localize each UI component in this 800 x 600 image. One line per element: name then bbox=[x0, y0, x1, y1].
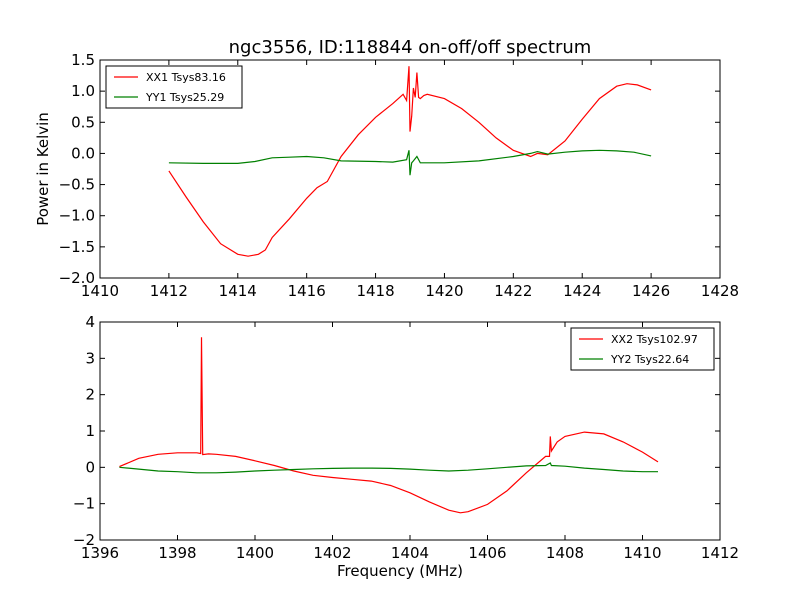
x-tick-label: 1406 bbox=[468, 544, 506, 562]
x-tick-label: 1428 bbox=[701, 282, 739, 300]
x-tick-label: 1410 bbox=[81, 282, 119, 300]
x-axis-label: Frequency (MHz) bbox=[337, 562, 463, 580]
x-tick-label: 1412 bbox=[701, 544, 739, 562]
legend-entry: YY1 Tsys25.29 bbox=[145, 91, 224, 104]
y-tick-label: 0.5 bbox=[71, 113, 95, 131]
legend: XX1 Tsys83.16 YY1 Tsys25.29 bbox=[105, 65, 243, 109]
y-tick-label: −1 bbox=[73, 495, 95, 513]
series-line-xx bbox=[119, 337, 659, 514]
legend: XX2 Tsys102.97 YY2 Tsys22.64 bbox=[570, 327, 715, 371]
series-line-yy bbox=[168, 149, 652, 176]
bottom-panel: 1396 1398 1400 1402 1404 1406 1408 1410 1412−2−1… bbox=[73, 313, 739, 580]
legend-entry: XX1 Tsys83.16 bbox=[146, 71, 226, 84]
y-tick-label: 0.0 bbox=[71, 144, 95, 162]
series-line-xx bbox=[168, 66, 652, 257]
plot-frame bbox=[99, 59, 721, 279]
x-tick-label: 1426 bbox=[632, 282, 670, 300]
legend-box bbox=[105, 65, 243, 109]
x-tick-label: 1416 bbox=[288, 282, 326, 300]
x-tick-label: 1400 bbox=[236, 544, 274, 562]
y-tick-label: −2 bbox=[73, 531, 95, 549]
y-tick-label: −2.0 bbox=[59, 269, 95, 287]
y-tick-label: 3 bbox=[85, 349, 95, 367]
series-line-yy bbox=[119, 462, 658, 474]
y-tick-label: 2 bbox=[85, 386, 95, 404]
y-tick-label: −0.5 bbox=[59, 176, 95, 194]
legend-box bbox=[570, 327, 715, 371]
x-tick-label: 1402 bbox=[313, 544, 351, 562]
top-panel: 1410 1412 1414 1416 1418 1420 1422 1424 1426 1428… bbox=[34, 51, 739, 300]
y-tick-label: 1 bbox=[85, 422, 95, 440]
y-tick-label: 1.5 bbox=[71, 51, 95, 69]
x-tick-label: 1424 bbox=[563, 282, 601, 300]
x-tick-label: 1408 bbox=[546, 544, 584, 562]
y-tick-label: −1.0 bbox=[59, 207, 95, 225]
x-tick-label: 1396 bbox=[81, 544, 119, 562]
y-tick-label: 0 bbox=[85, 458, 95, 476]
y-tick-label: −1.5 bbox=[59, 238, 95, 256]
x-tick-label: 1410 bbox=[623, 544, 661, 562]
x-tick-label: 1398 bbox=[158, 544, 196, 562]
legend-entry: XX2 Tsys102.97 bbox=[611, 333, 698, 346]
x-tick-label: 1418 bbox=[356, 282, 394, 300]
y-tick-label: 4 bbox=[85, 313, 95, 331]
x-tick-label: 1414 bbox=[219, 282, 257, 300]
x-tick-label: 1420 bbox=[425, 282, 463, 300]
x-tick-label: 1404 bbox=[391, 544, 429, 562]
x-tick-label: 1412 bbox=[150, 282, 188, 300]
legend-entry: YY2 Tsys22.64 bbox=[610, 353, 689, 366]
figure-title: ngc3556, ID:118844 on-off/off spectrum bbox=[229, 37, 592, 58]
x-tick-label: 1422 bbox=[494, 282, 532, 300]
y-axis-label: Power in Kelvin bbox=[34, 112, 52, 226]
y-tick-label: 1.0 bbox=[71, 82, 95, 100]
